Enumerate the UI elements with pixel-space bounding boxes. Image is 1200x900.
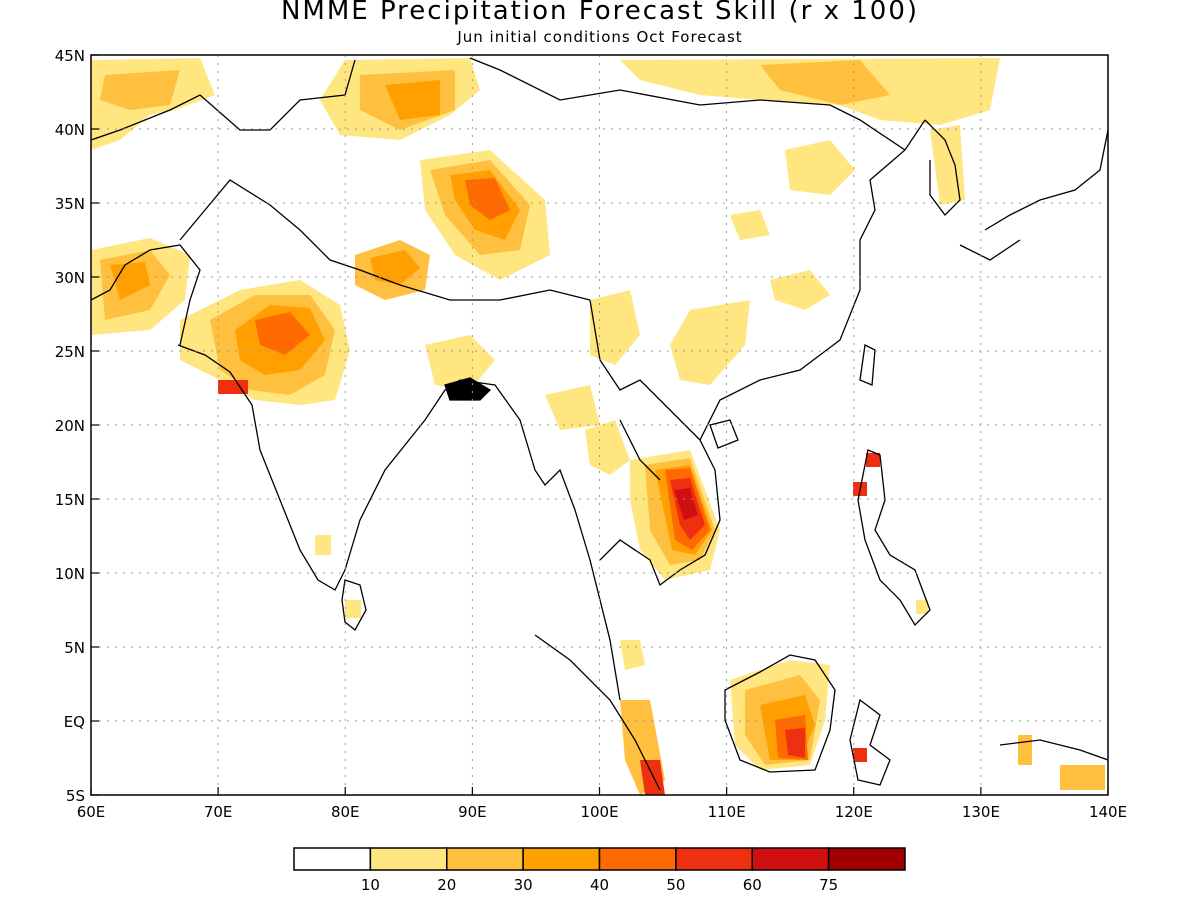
shade-region — [785, 728, 805, 758]
coastline-korea — [924, 119, 961, 216]
coastline-india — [177, 344, 461, 591]
y-tick-label: 45N — [55, 47, 85, 65]
shade-region — [465, 178, 510, 220]
x-tick-label: 140E — [1089, 803, 1127, 821]
colorbar-swatch — [369, 847, 448, 871]
shade-region — [218, 380, 248, 394]
shade-region — [760, 60, 890, 105]
border-iran-pak — [91, 244, 201, 346]
x-axis: 60E 70E 80E 90E 100E 110E 120E 130E 140E — [77, 787, 1127, 821]
colorbar-swatch — [446, 847, 524, 871]
coastline-taiwan — [859, 344, 876, 386]
shade-region — [916, 600, 928, 614]
coastline-japan — [959, 129, 1108, 261]
colorbar-label: 30 — [514, 876, 533, 894]
chart-title: NMME Precipitation Forecast Skill (r x 1… — [280, 0, 920, 26]
y-tick-label: 20N — [55, 417, 85, 435]
colorbar-label: 10 — [361, 876, 380, 894]
bangladesh-mark — [444, 377, 492, 401]
coastline-philippines — [857, 449, 931, 627]
y-tick-label: 5N — [64, 639, 85, 657]
x-tick-label: 70E — [204, 803, 233, 821]
shade-region — [1018, 735, 1032, 765]
shade-region — [866, 453, 880, 467]
y-tick-label: 30N — [55, 269, 85, 287]
shade-region — [345, 600, 361, 618]
colorbar-swatch — [598, 847, 677, 871]
y-tick-label: 35N — [55, 195, 85, 213]
shade-region — [620, 640, 645, 670]
colorbar-swatch — [751, 847, 830, 871]
y-tick-label: EQ — [64, 713, 85, 731]
x-tick-label: 130E — [962, 803, 1000, 821]
colorbar-label: 60 — [743, 876, 762, 894]
shade-region — [255, 312, 310, 355]
skill-field — [91, 58, 1105, 795]
shade-region — [853, 748, 867, 762]
colorbar-swatch — [675, 847, 753, 871]
shade-region — [385, 80, 440, 120]
x-tick-label: 110E — [708, 803, 746, 821]
y-tick-label: 25N — [55, 343, 85, 361]
x-tick-label: 90E — [458, 803, 487, 821]
gridlines — [91, 55, 1108, 795]
colorbar-label: 50 — [666, 876, 685, 894]
colorbar-label: 75 — [819, 876, 838, 894]
shade-region — [670, 300, 750, 385]
colorbar-swatch — [522, 847, 601, 871]
shade-region — [730, 210, 770, 240]
y-tick-label: 10N — [55, 565, 85, 583]
coastline-sumatra — [534, 634, 661, 791]
coastline-srilanka — [341, 579, 367, 631]
shade-region — [425, 335, 495, 390]
colorbar: 10 20 30 40 50 60 75 — [293, 847, 906, 894]
coastline-hainan — [709, 419, 739, 449]
shade-region — [770, 270, 830, 310]
shade-region — [1060, 765, 1105, 790]
shade-region — [590, 290, 640, 365]
shade-region — [315, 535, 331, 555]
y-tick-label: 40N — [55, 121, 85, 139]
border-central-asia — [91, 57, 906, 151]
coastline-thailand-vietnam — [599, 119, 926, 587]
border-himalaya — [179, 179, 591, 301]
colorbar-label: 20 — [437, 876, 456, 894]
colorbar-swatch — [827, 847, 906, 871]
chart-subtitle: Jun initial conditions Oct Forecast — [457, 28, 743, 46]
coastlines — [91, 57, 1108, 791]
shade-region — [110, 262, 150, 300]
x-tick-label: 120E — [835, 803, 873, 821]
shade-region — [585, 420, 630, 475]
colorbar-label: 40 — [590, 876, 609, 894]
shade-region — [674, 488, 698, 520]
shade-region — [370, 250, 420, 285]
x-tick-label: 80E — [331, 803, 360, 821]
shade-region — [785, 140, 855, 195]
y-axis: 45N 40N 35N 30N 25N 20N 15N 10N 5N EQ 5S — [55, 47, 99, 805]
y-tick-label: 15N — [55, 491, 85, 509]
y-tick-label: 5S — [66, 787, 85, 805]
x-tick-label: 100E — [580, 803, 618, 821]
coastline-myanmar-indochina — [459, 379, 621, 701]
shade-region — [545, 385, 600, 430]
coastline-newguinea — [999, 739, 1108, 761]
colorbar-swatch — [293, 847, 372, 871]
shade-region — [930, 125, 965, 205]
x-tick-label: 60E — [77, 803, 106, 821]
coastline-sulawesi — [849, 698, 891, 786]
coastline-borneo — [724, 654, 836, 773]
shade-region — [100, 70, 180, 110]
